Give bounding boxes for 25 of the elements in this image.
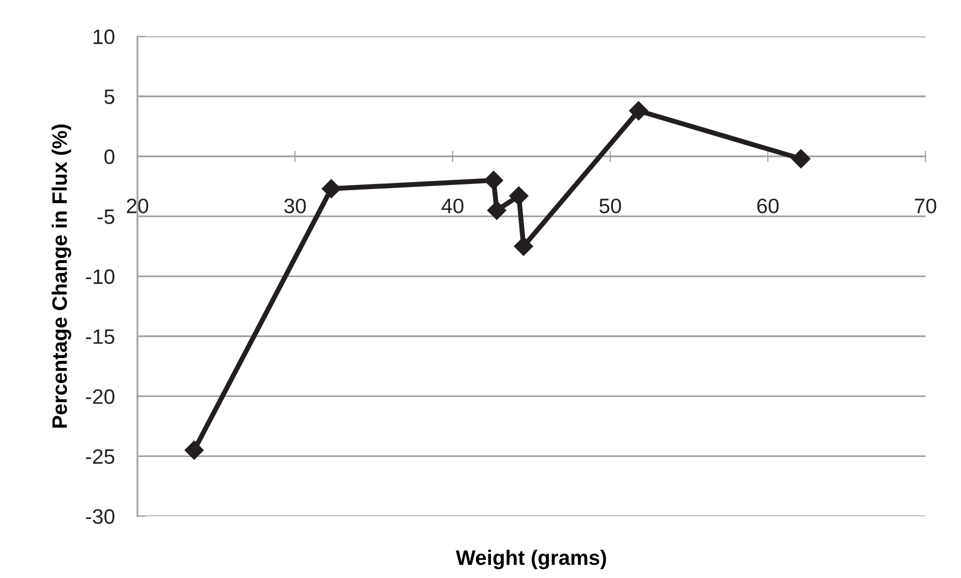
point [322,179,341,198]
point [509,186,528,206]
y-tick-label: -15 [86,329,114,344]
y-tick-label: 10 [94,29,114,44]
x-axis-title: Weight (grams) [456,550,606,570]
point [487,200,506,220]
y-tick-label: -20 [86,389,114,404]
x-tick-label: 20 [126,198,148,214]
point [184,440,204,460]
point [484,170,504,190]
y-axis-title: Percentage Change in Flux (%) [52,124,72,428]
x-tick-label: 60 [757,198,779,214]
y-tick-label: -5 [98,210,114,224]
point [514,236,534,256]
point [629,101,648,120]
y-tick-label: -10 [86,269,114,284]
y-tick-label: -30 [86,509,114,524]
x-tick-label: 70 [914,198,936,214]
x-tick-label: 40 [442,198,464,214]
point [791,149,810,168]
y-tick-label: -25 [86,449,114,464]
y-tick-label: 5 [104,90,114,104]
x-tick-label: 30 [284,198,306,214]
y-tick-label: 0 [104,149,114,164]
x-tick-label: 50 [599,198,622,214]
